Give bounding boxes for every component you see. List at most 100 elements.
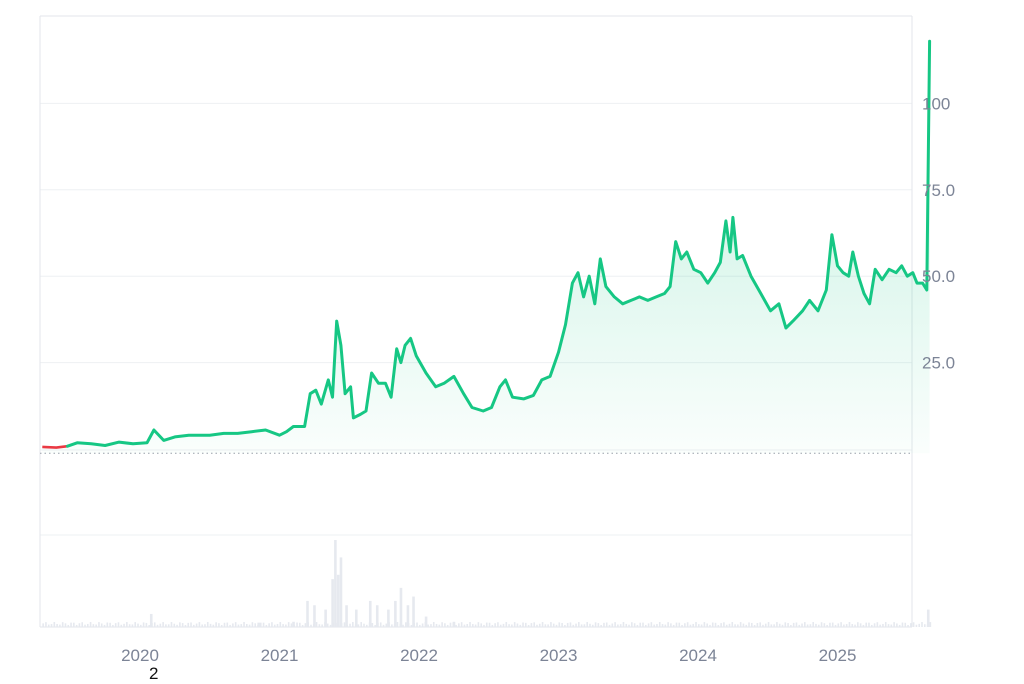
volume-bar <box>631 622 633 627</box>
volume-bar <box>181 623 184 627</box>
volume-bar <box>731 622 734 627</box>
volume-bar <box>862 624 865 627</box>
volume-bar <box>352 622 354 627</box>
volume-bar <box>508 624 510 627</box>
volume-bar <box>884 622 887 627</box>
volume-bar <box>45 622 47 627</box>
volume-bar <box>658 622 661 627</box>
volume-bar <box>237 624 240 627</box>
volume-bar <box>357 624 360 627</box>
volume-bar <box>187 622 190 627</box>
volume-bar <box>345 605 348 627</box>
volume-bar <box>656 624 658 627</box>
y-axis-ticks: 25.0 50.0 75.0 100 <box>922 94 955 372</box>
volume-bar <box>625 623 628 627</box>
volume-bar <box>416 622 418 627</box>
volume-bar <box>206 622 209 627</box>
volume-bar <box>229 624 231 627</box>
volume-bar <box>190 622 192 627</box>
x-tick-label: 2025 <box>819 646 857 665</box>
volume-bar <box>412 596 415 627</box>
volume-bar <box>109 622 111 627</box>
volume-bar <box>301 624 304 627</box>
volume-bar <box>912 622 915 627</box>
volume-bar <box>47 624 50 627</box>
volume-bar <box>223 622 226 627</box>
volume-bar <box>123 623 125 627</box>
volume-bar <box>764 623 767 627</box>
volume-bar <box>103 624 106 627</box>
volume-bar <box>558 622 561 627</box>
volume-bar <box>142 622 145 627</box>
volume-bar <box>770 624 773 627</box>
volume-bar <box>73 622 75 627</box>
volume-bar <box>675 622 678 627</box>
volume-bar <box>550 622 552 627</box>
volume-bar <box>823 623 826 627</box>
volume-bar <box>276 623 279 627</box>
volume-bar <box>329 624 332 627</box>
y-tick-label: 75.0 <box>922 181 955 200</box>
volume-bar <box>452 621 456 627</box>
volume-bar <box>753 624 756 627</box>
price-line-down-segment <box>42 444 68 449</box>
volume-bar <box>778 623 781 627</box>
volume-bar <box>148 624 150 627</box>
volume-bar <box>360 622 363 627</box>
volume-bar <box>636 624 639 627</box>
volume-bar <box>485 622 488 627</box>
volume-bar <box>304 623 307 627</box>
volume-bar <box>460 622 463 627</box>
volume-bar <box>226 622 229 627</box>
volume-bar <box>153 622 156 627</box>
volume-bar <box>469 622 471 627</box>
volume-bar <box>365 624 368 627</box>
volume-bar <box>159 623 162 627</box>
volume-bar <box>477 622 480 627</box>
volume-bar <box>100 623 103 627</box>
volume-bar <box>112 624 114 627</box>
volume-bar <box>642 622 644 627</box>
volume-bar <box>438 624 441 627</box>
volume-bar <box>650 622 653 627</box>
y-tick-label: 25.0 <box>922 354 955 373</box>
volume-bar <box>53 622 56 627</box>
volume-bar <box>273 624 276 627</box>
x-tick-label: 2021 <box>261 646 299 665</box>
x-tick-label: 2023 <box>540 646 578 665</box>
volume-bar <box>502 623 505 627</box>
volume-bar <box>544 624 547 627</box>
volume-bar <box>313 605 316 627</box>
volume-bar <box>661 624 664 627</box>
volume-bar <box>42 623 44 627</box>
volume-bar <box>176 624 178 627</box>
price-area <box>42 41 930 454</box>
volume-bar <box>271 622 273 627</box>
volume-bar <box>368 600 372 627</box>
volume-bar <box>882 623 884 627</box>
volume-bar <box>653 624 655 627</box>
volume-bar <box>790 624 792 627</box>
volume-bar <box>923 624 926 627</box>
volume-bar <box>246 623 248 627</box>
volume-bar <box>611 623 614 627</box>
volume-bar <box>134 622 137 627</box>
volume-bar <box>505 622 508 627</box>
volume-bar <box>530 623 533 627</box>
volume-bar <box>756 622 759 627</box>
volume-bar <box>441 622 443 627</box>
volume-bar <box>605 622 608 627</box>
volume-bar <box>767 622 770 627</box>
volume-bar <box>876 622 879 627</box>
volume-bar <box>608 624 611 627</box>
volume-bar <box>106 622 109 627</box>
volume-bar <box>204 624 206 627</box>
volume-bar <box>564 624 566 627</box>
volume-bar <box>84 624 86 627</box>
volume-bar <box>720 623 722 627</box>
volume-bar <box>586 622 588 627</box>
volume-bar <box>711 622 714 627</box>
volume-bar <box>137 623 139 627</box>
volume-bar <box>541 622 544 627</box>
volume-bar <box>98 622 100 627</box>
